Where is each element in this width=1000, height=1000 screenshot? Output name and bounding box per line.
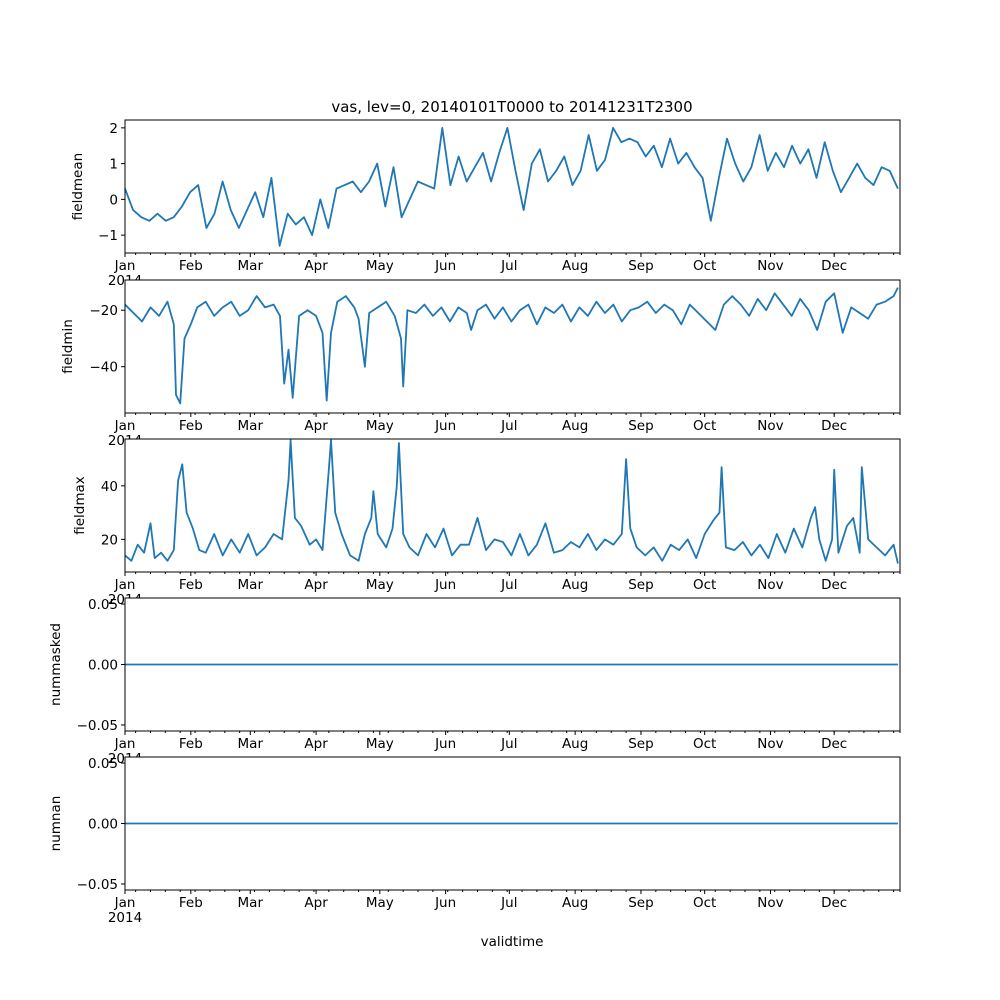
x-tick-label-feb: Feb [179,418,203,434]
y-tick-label: 0.05 [88,597,118,613]
x-tick-label-nov: Nov [757,258,783,274]
x-tick-label-mar: Mar [238,418,264,434]
subplot-fieldmax: 20 40 fieldmax Jan Feb Mar Apr May Jun Jul Aug Sep O… [72,438,901,608]
x-tick-label-jul: Jul [500,577,517,593]
x-tick-label-nov: Nov [757,736,783,752]
x-tick-label-dec: Dec [821,577,847,593]
x-tick-label-nov: Nov [757,418,783,434]
x-tick-label-feb: Feb [179,577,203,593]
x-tick-label-mar: Mar [238,736,264,752]
x-tick-label-aug: Aug [562,736,588,752]
x-tick-label-feb: Feb [179,258,203,274]
x-tick-label-oct: Oct [693,577,716,593]
x-tick-label-oct: Oct [693,895,716,911]
x-tick-label-jul: Jul [500,895,517,911]
x-tick-label-may: May [366,577,394,593]
chart-title: vas, lev=0, 20140101T0000 to 20141231T23… [331,98,692,116]
y-axis-label: nummasked [48,623,64,706]
x-tick-label-dec: Dec [821,736,847,752]
x-tick-label-jun: Jun [434,895,456,911]
series-line-fieldmean [124,127,899,247]
x-tick-label-jan: Jan [114,577,136,593]
x-tick-label-jul: Jul [500,258,517,274]
y-axis-label: fieldmax [72,476,88,535]
x-tick-label-sep: Sep [628,895,653,911]
x-tick-label-aug: Aug [562,577,588,593]
y-tick-label: 0.05 [88,756,118,772]
x-tick-label-oct: Oct [693,258,716,274]
y-tick-label: 0 [109,192,118,208]
axes-frame [124,438,901,573]
subplot-numnan: −0.05 0.00 0.05 numnan Jan Feb Mar Apr May Jun Jul… [48,756,901,926]
x-tick-label-jun: Jun [434,258,456,274]
x-tick-label-sep: Sep [628,736,653,752]
x-tick-label-jan: Jan [114,258,136,274]
series-line-fieldmin [124,287,899,405]
subplot-fieldmin: −40 −20 fieldmin Jan Feb Mar Apr May Jun Jul Aug Se… [60,279,901,449]
x-tick-label-feb: Feb [179,895,203,911]
x-tick-label-mar: Mar [238,258,264,274]
x-tick-label-jul: Jul [500,418,517,434]
x-tick-label-apr: Apr [304,418,328,434]
x-tick-label-dec: Dec [821,418,847,434]
x-tick-label-sep: Sep [628,258,653,274]
x-tick-label-dec: Dec [821,258,847,274]
y-tick-label: −0.05 [77,877,118,893]
x-tick-label-apr: Apr [304,258,328,274]
x-tick-label-jun: Jun [434,736,456,752]
y-tick-label: −1 [98,228,118,244]
x-tick-label-aug: Aug [562,418,588,434]
y-tick-label: −20 [90,303,119,319]
x-tick-label-oct: Oct [693,736,716,752]
x-tick-label-apr: Apr [304,577,328,593]
y-tick-label: −0.05 [77,718,118,734]
subplot-fieldmean: −1 0 1 2 fieldmean Jan Feb Mar Apr May Jun Jul Aug Se… [70,119,901,289]
x-tick-label-jul: Jul [500,736,517,752]
y-axis-label: fieldmin [60,319,76,374]
x-tick-label-feb: Feb [179,736,203,752]
axes-frame [124,119,901,254]
x-tick-label-may: May [366,736,394,752]
x-axis-label: validtime [481,934,544,950]
axes-frame [124,279,901,414]
x-tick-label-dec: Dec [821,895,847,911]
axes-background [125,280,900,413]
x-tick-label-oct: Oct [693,418,716,434]
x-tick-label-sep: Sep [628,577,653,593]
x-tick-label-aug: Aug [562,258,588,274]
x-tick-label-apr: Apr [304,736,328,752]
x-tick-label-may: May [366,895,394,911]
y-axis-label: numnan [48,796,64,852]
x-year-label: 2014 [108,910,142,926]
x-tick-label-may: May [366,258,394,274]
x-tick-label-aug: Aug [562,895,588,911]
x-tick-label-jan: Jan [114,895,136,911]
x-tick-label-nov: Nov [757,577,783,593]
x-tick-label-apr: Apr [304,895,328,911]
x-tick-label-mar: Mar [238,577,264,593]
x-tick-label-may: May [366,418,394,434]
x-tick-label-sep: Sep [628,418,653,434]
x-tick-label-jan: Jan [114,418,136,434]
y-tick-label: 40 [101,479,118,495]
subplot-nummasked: −0.05 0.00 0.05 nummasked Jan Feb Mar Apr May Jun… [48,597,901,767]
y-axis-label: fieldmean [70,153,86,220]
x-tick-label-jun: Jun [434,577,456,593]
x-tick-label-nov: Nov [757,895,783,911]
y-tick-label: 2 [109,121,118,137]
x-tick-label-mar: Mar [238,895,264,911]
y-tick-label: −40 [90,360,119,376]
y-tick-label: 0.00 [88,817,118,833]
y-tick-label: 0.00 [88,658,118,674]
series-line-fieldmax [124,439,899,564]
y-tick-label: 20 [101,532,118,548]
y-tick-label: 1 [109,157,118,173]
axes-background [125,120,900,253]
x-tick-label-jan: Jan [114,736,136,752]
x-tick-label-jun: Jun [434,418,456,434]
